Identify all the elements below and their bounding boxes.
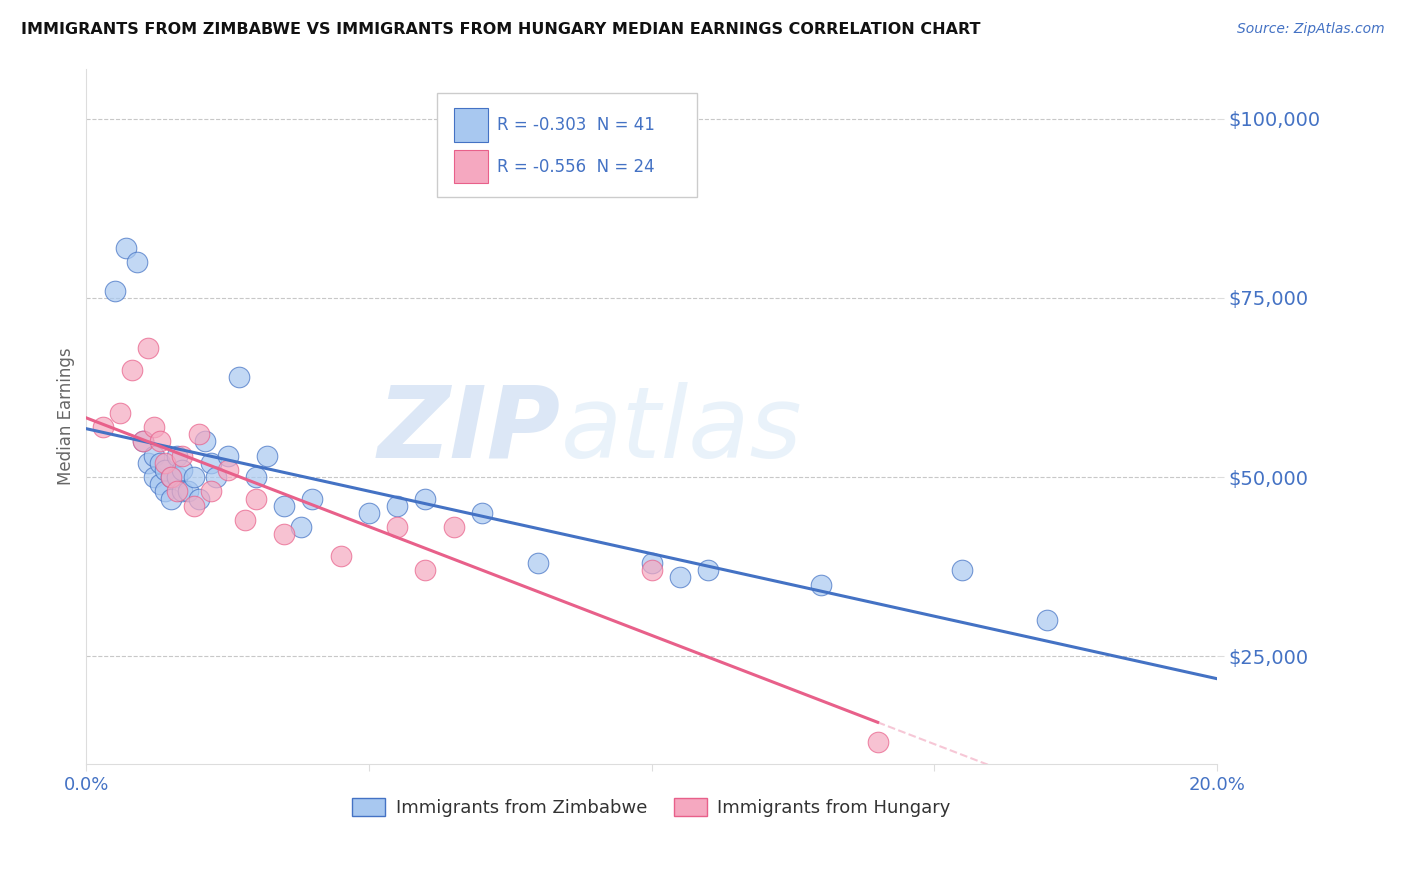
Point: [143, 449, 166, 463]
Point: [188, 427, 211, 442]
Point: [160, 491, 183, 506]
Point: [273, 527, 295, 541]
Point: [200, 456, 222, 470]
Point: [188, 491, 211, 506]
Point: [103, 284, 125, 298]
Point: [166, 449, 188, 463]
Point: [256, 449, 278, 463]
Text: R = -0.303  N = 41: R = -0.303 N = 41: [496, 116, 655, 134]
Point: [172, 484, 194, 499]
Point: [415, 491, 437, 506]
Point: [273, 499, 295, 513]
Point: [357, 506, 380, 520]
Point: [149, 434, 172, 449]
Point: [172, 463, 194, 477]
Point: [132, 434, 155, 449]
Point: [200, 484, 222, 499]
Text: ZIP: ZIP: [378, 382, 561, 479]
Legend: Immigrants from Zimbabwe, Immigrants from Hungary: Immigrants from Zimbabwe, Immigrants fro…: [344, 790, 957, 824]
Point: [149, 477, 172, 491]
Y-axis label: Median Earnings: Median Earnings: [58, 347, 75, 485]
Point: [155, 456, 177, 470]
Point: [138, 341, 160, 355]
Point: [183, 470, 205, 484]
Point: [166, 484, 188, 499]
Point: [121, 362, 143, 376]
Point: [1036, 614, 1059, 628]
Point: [155, 484, 177, 499]
Point: [952, 563, 974, 577]
Point: [668, 570, 690, 584]
Point: [527, 556, 550, 570]
Point: [115, 241, 138, 255]
Point: [233, 513, 256, 527]
Point: [228, 369, 250, 384]
Point: [143, 470, 166, 484]
Point: [183, 499, 205, 513]
Text: R = -0.556  N = 24: R = -0.556 N = 24: [496, 158, 654, 176]
Point: [172, 449, 194, 463]
Point: [138, 456, 160, 470]
Point: [443, 520, 465, 534]
Point: [245, 470, 267, 484]
Point: [866, 735, 889, 749]
Point: [810, 577, 832, 591]
Point: [91, 420, 114, 434]
Point: [329, 549, 352, 563]
Bar: [454, 150, 488, 183]
Point: [245, 491, 267, 506]
Point: [143, 420, 166, 434]
Point: [301, 491, 323, 506]
Point: [160, 470, 183, 484]
Point: [166, 470, 188, 484]
Point: [640, 563, 662, 577]
Point: [290, 520, 312, 534]
Text: Source: ZipAtlas.com: Source: ZipAtlas.com: [1237, 22, 1385, 37]
Point: [385, 520, 408, 534]
Point: [127, 255, 149, 269]
FancyBboxPatch shape: [437, 93, 697, 197]
Point: [194, 434, 217, 449]
Text: IMMIGRANTS FROM ZIMBABWE VS IMMIGRANTS FROM HUNGARY MEDIAN EARNINGS CORRELATION : IMMIGRANTS FROM ZIMBABWE VS IMMIGRANTS F…: [21, 22, 980, 37]
Bar: [454, 108, 488, 142]
Point: [149, 456, 172, 470]
Point: [415, 563, 437, 577]
Point: [205, 470, 228, 484]
Point: [108, 406, 131, 420]
Text: atlas: atlas: [561, 382, 803, 479]
Point: [385, 499, 408, 513]
Point: [217, 449, 239, 463]
Point: [471, 506, 494, 520]
Point: [132, 434, 155, 449]
Point: [155, 463, 177, 477]
Point: [697, 563, 720, 577]
Point: [640, 556, 662, 570]
Point: [217, 463, 239, 477]
Point: [160, 470, 183, 484]
Point: [177, 484, 200, 499]
